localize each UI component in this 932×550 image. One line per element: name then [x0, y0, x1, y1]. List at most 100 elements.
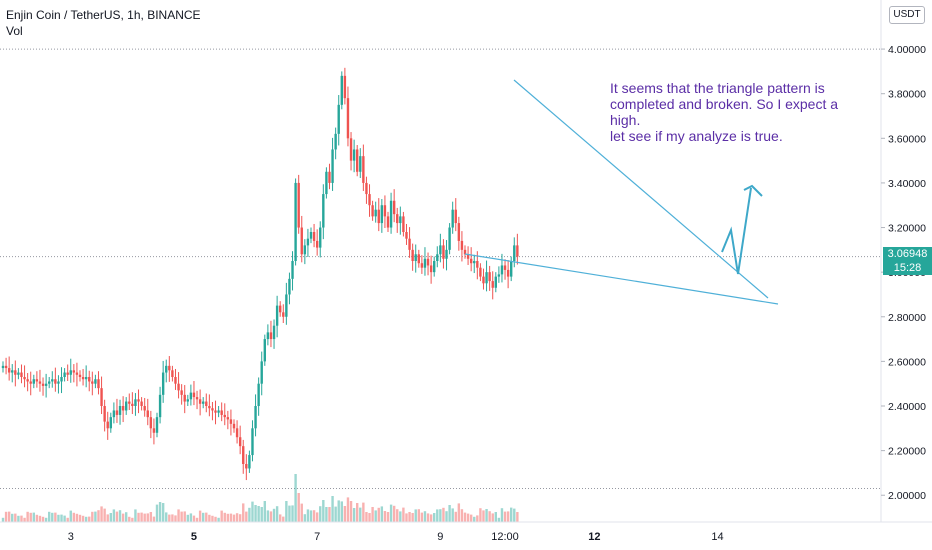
volume-bar [205, 512, 208, 522]
volume-bar [494, 512, 497, 522]
candle-body [140, 401, 143, 406]
currency-button[interactable]: USDT [889, 6, 925, 24]
volume-bar [488, 511, 491, 522]
volume-bar [174, 515, 177, 522]
candle-body [420, 263, 424, 268]
volume-bar [420, 512, 424, 522]
triangle-upper-trendline [513, 79, 769, 299]
volume-bar [165, 512, 168, 522]
volume-bar [426, 513, 430, 522]
volume-bar [263, 501, 266, 522]
volume-bar [346, 497, 350, 522]
candle-body [460, 240, 464, 250]
volume-bar [54, 512, 57, 522]
candle-body [494, 276, 497, 288]
symbol-title: Enjin Coin / TetherUS, 1h, BINANCE [6, 8, 201, 22]
candle-body [100, 388, 103, 406]
candle-body [26, 379, 29, 382]
candle-body [11, 370, 14, 373]
candle-body [454, 209, 457, 224]
candle-body [312, 232, 316, 241]
candle-body [158, 394, 162, 418]
last-price-badge: 3.06948 15:28 [883, 247, 932, 275]
candle-body [51, 379, 54, 382]
candle-body [165, 365, 168, 373]
y-tick-label: 3.20000 [888, 223, 926, 235]
candle-body [380, 205, 384, 224]
volume-bar [285, 501, 288, 522]
candle-body [202, 401, 205, 404]
volume-bar [436, 509, 439, 522]
volume-bar [359, 507, 362, 522]
volume-bar [1, 517, 5, 522]
candle-body [383, 205, 387, 217]
candle-body [171, 370, 174, 377]
volume-bar [106, 514, 109, 522]
volume-bar [309, 510, 313, 522]
candle-body [288, 278, 291, 295]
note-line: completed and broken. So I expect a [610, 96, 839, 112]
candle-body [500, 265, 504, 275]
candle-body [205, 401, 208, 406]
x-tick-label: 12:00 [491, 531, 519, 543]
volume-bar [368, 513, 371, 522]
candle-body [211, 408, 214, 411]
volume-bar [192, 515, 196, 522]
triangle-lower-trendline [464, 253, 779, 305]
volume-bar [66, 517, 69, 522]
candle-body [482, 276, 485, 284]
volume-bar [112, 509, 116, 522]
candle-body [143, 406, 146, 411]
candle-body [396, 214, 399, 224]
candle-body [1, 365, 5, 369]
candle-body [322, 194, 325, 228]
volume-bar [134, 509, 137, 522]
volume-bar [454, 511, 457, 522]
volume-bar [513, 508, 516, 522]
candle-body [263, 339, 266, 362]
volume-bar [152, 516, 156, 522]
volume-bar [254, 505, 257, 522]
volume-bar [69, 510, 72, 522]
candle-body [115, 410, 119, 415]
volume-bar [97, 510, 100, 522]
volume-bar [322, 500, 325, 522]
volume-bar [445, 511, 448, 522]
volume-bar [29, 512, 32, 522]
candle-body [88, 377, 91, 382]
y-tick-label: 2.20000 [888, 446, 926, 458]
candle-body [180, 390, 183, 395]
x-tick-label: 9 [437, 531, 443, 543]
candle-body [436, 254, 439, 261]
candle-body [254, 406, 257, 429]
candle-body [497, 274, 501, 277]
candle-body [340, 75, 343, 105]
volume-bar [408, 512, 411, 522]
candle-body [402, 216, 405, 232]
volume-bar [14, 513, 17, 522]
candle-body [386, 216, 390, 228]
volume-bar [7, 511, 11, 522]
volume-bar [491, 513, 494, 522]
volume-bar [195, 517, 199, 522]
volume-bar [349, 501, 353, 522]
candle-body [433, 261, 436, 273]
candle-body [217, 410, 220, 413]
volume-bar [88, 516, 91, 522]
volume-bar [300, 503, 303, 522]
candle-body [78, 374, 82, 377]
candle-body [469, 258, 473, 264]
candle-body [392, 200, 396, 215]
volume-bar [433, 513, 436, 522]
volume-bar [423, 511, 427, 522]
volume-bar [396, 509, 399, 522]
candle-body [389, 200, 393, 228]
volume-bar [306, 509, 310, 522]
volume-bar [131, 517, 134, 522]
candle-body [81, 377, 85, 380]
candle-body [275, 305, 279, 326]
volume-bar [365, 512, 368, 522]
volume-bar [48, 511, 51, 522]
candle-body [439, 245, 442, 255]
candle-body [192, 392, 196, 398]
